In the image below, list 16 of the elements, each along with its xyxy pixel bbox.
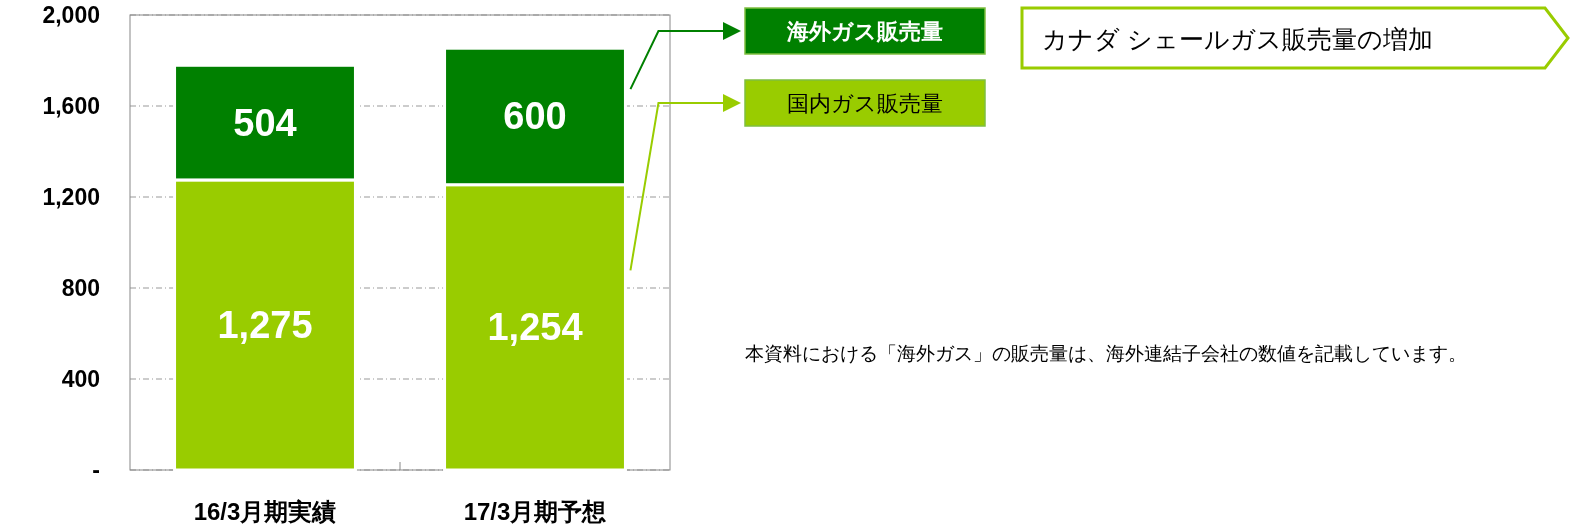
data-label: 1,254 (487, 306, 583, 349)
data-label: 504 (233, 101, 297, 144)
y-tick-label: 1,600 (42, 93, 100, 119)
x-tick-label: 16/3月期実績 (193, 498, 337, 525)
data-label: 600 (503, 95, 567, 138)
y-tick-label: 1,200 (42, 184, 100, 210)
legend-label: 国内ガス販売量 (787, 91, 943, 116)
y-tick-label: 800 (61, 275, 100, 301)
y-tick-label: - (92, 457, 100, 483)
text: カナダ シェールガス販売量の増加 (1042, 25, 1433, 53)
legend-label: 海外ガス販売量 (786, 19, 943, 44)
data-label: 1,275 (217, 303, 313, 346)
y-tick-label: 400 (61, 366, 100, 392)
text: 本資料における「海外ガス」の販売量は、海外連結子会社の数値を記載しています。 (745, 342, 1468, 366)
y-tick-label: 2,000 (42, 2, 100, 28)
x-tick-label: 17/3月期予想 (463, 498, 607, 525)
